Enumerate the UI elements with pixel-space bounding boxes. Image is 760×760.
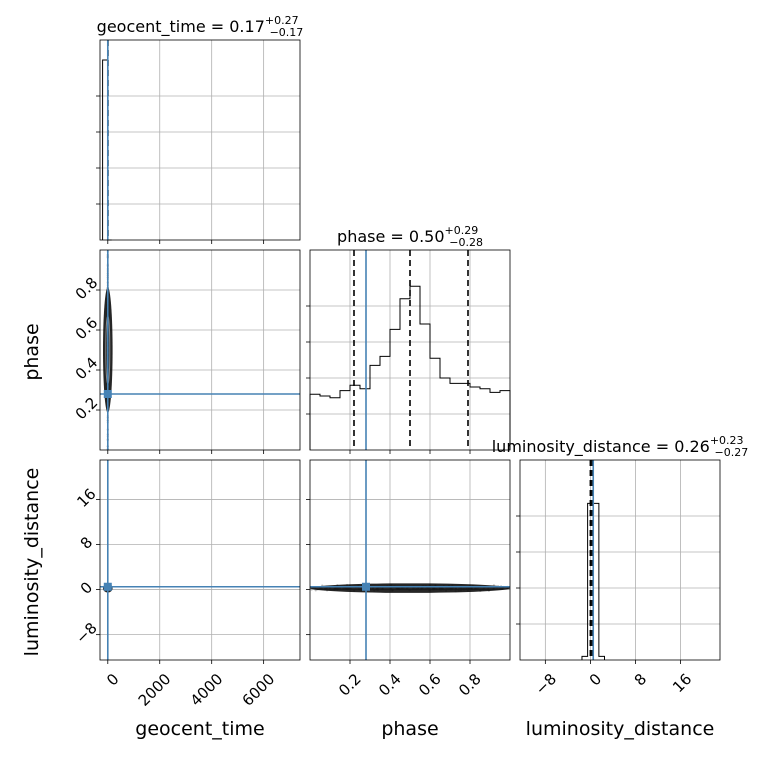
histogram-step	[309, 285, 511, 450]
truth-marker	[103, 582, 112, 591]
density-contour	[310, 583, 510, 593]
title-geocent-time: geocent_time = 0.17+0.27 −0.17	[97, 14, 304, 39]
xlabel-luminosity-distance: luminosity_distance	[526, 718, 715, 740]
panel-frame	[309, 459, 511, 661]
title-luminosity-distance: luminosity_distance = 0.26+0.23 −0.27	[492, 434, 749, 459]
panel-frame	[309, 249, 511, 451]
truth-marker	[362, 582, 370, 591]
title-phase: phase = 0.50+0.29 −0.28	[337, 224, 483, 249]
panel-frame	[99, 459, 301, 661]
ylabel-luminosity-distance: luminosity_distance	[21, 468, 43, 657]
panel-geocent-time-hist	[96, 39, 301, 244]
sample-point	[314, 589, 317, 592]
panel-frame	[519, 459, 721, 661]
panel-phase-hist	[306, 249, 511, 454]
xlabel-phase: phase	[381, 718, 438, 740]
panel-frame	[99, 39, 301, 241]
truth-marker	[103, 390, 112, 398]
xlabel-geocent-time: geocent_time	[135, 718, 264, 740]
ylabel-phase: phase	[21, 323, 43, 380]
panel-frame	[99, 249, 301, 451]
panel-luminosity-distance-hist: −8 0 8 16	[516, 459, 721, 698]
